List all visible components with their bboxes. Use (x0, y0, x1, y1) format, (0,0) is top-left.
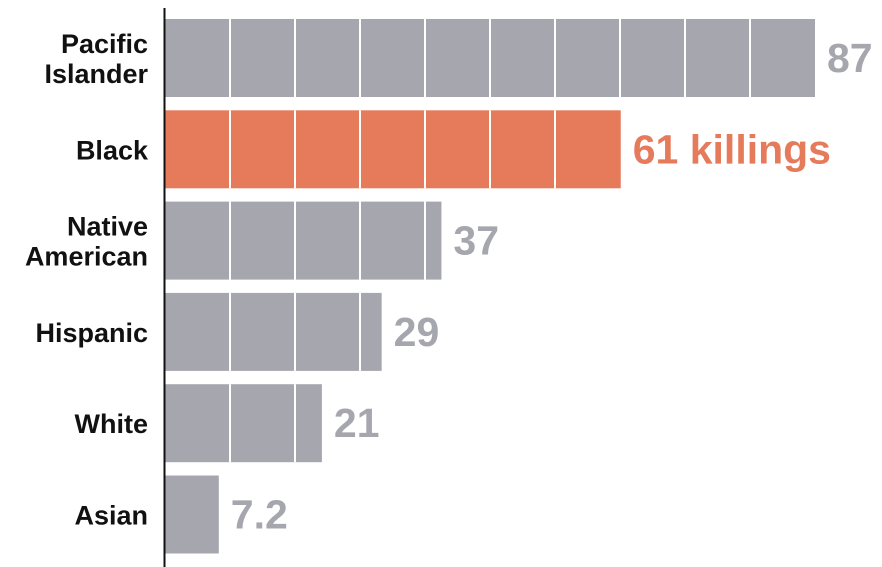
category-label-black: Black (76, 135, 149, 165)
bar-hispanic (165, 292, 382, 371)
bar-white (165, 384, 322, 463)
value-label-pacific-islander: 87 (827, 35, 873, 81)
value-labels: 87 61 killings 37 29 21 7.2 (231, 35, 873, 538)
category-label-white: White (75, 409, 149, 439)
value-label-asian: 7.2 (231, 492, 288, 538)
bar-native-american (165, 201, 442, 280)
bar-asian (165, 475, 219, 554)
bar-black (165, 110, 621, 189)
category-label-hispanic: Hispanic (35, 318, 148, 348)
category-label-asian: Asian (74, 501, 148, 531)
unit-dividers (229, 19, 751, 463)
category-label-native-american: Native American (25, 212, 148, 272)
value-label-native-american: 37 (453, 218, 499, 264)
value-label-hispanic: 29 (394, 309, 440, 355)
category-label-pacific-islander: Pacific Islander (44, 29, 148, 89)
category-labels: Pacific Islander Black Native American Hispan… (25, 29, 149, 531)
bars-group (165, 19, 815, 554)
value-label-black: 61 killings (633, 126, 831, 172)
value-label-white: 21 (334, 400, 380, 446)
